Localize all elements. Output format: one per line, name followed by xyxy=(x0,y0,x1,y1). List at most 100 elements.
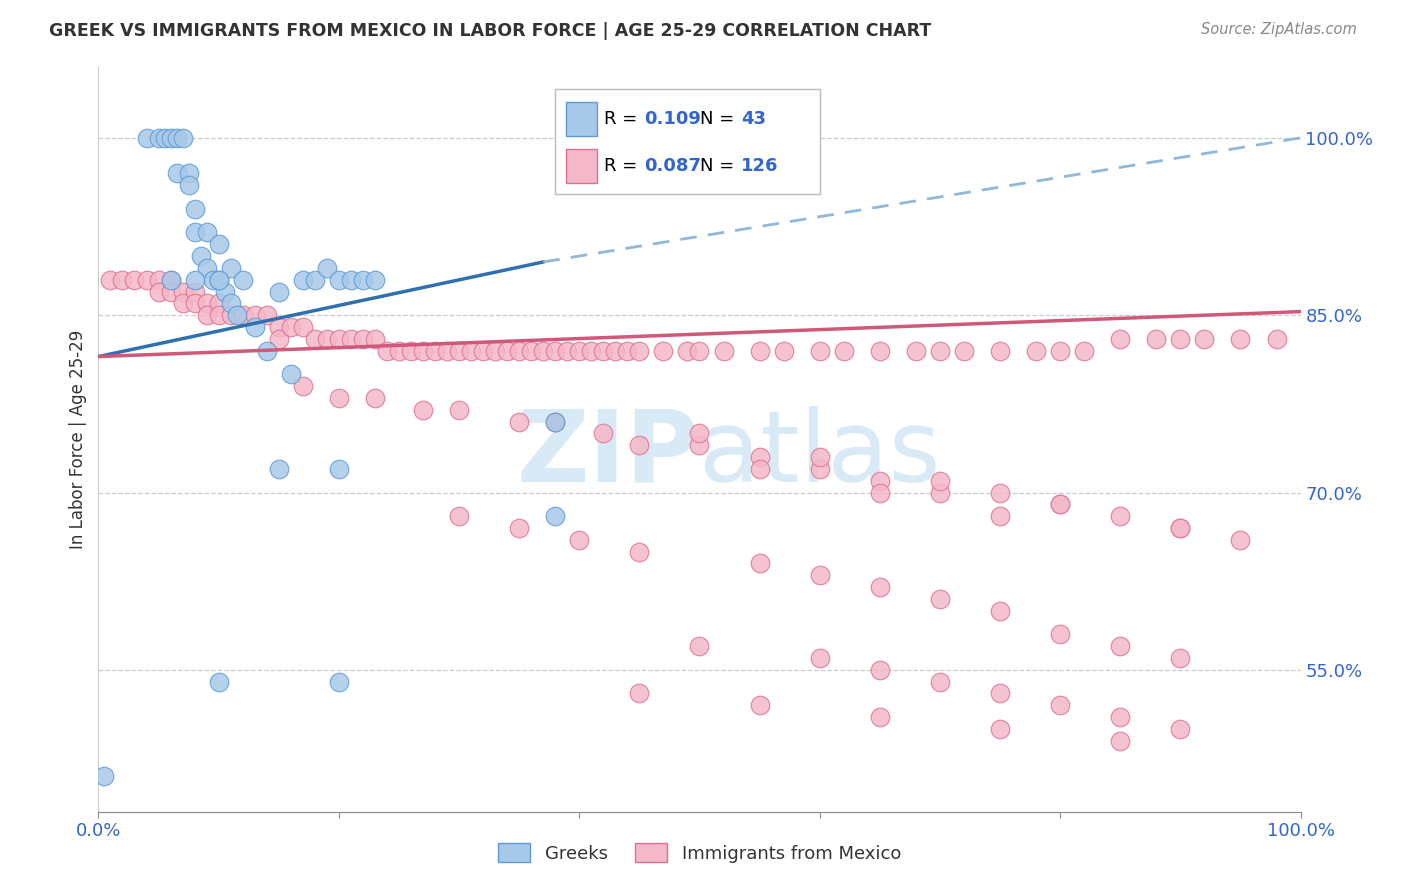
Point xyxy=(291,379,314,393)
Point xyxy=(166,166,188,180)
Text: GREEK VS IMMIGRANTS FROM MEXICO IN LABOR FORCE | AGE 25-29 CORRELATION CHART: GREEK VS IMMIGRANTS FROM MEXICO IN LABOR… xyxy=(49,22,931,40)
Point xyxy=(375,343,398,358)
Y-axis label: In Labor Force | Age 25-29: In Labor Force | Age 25-29 xyxy=(69,330,87,549)
Point xyxy=(628,438,651,452)
Point xyxy=(364,332,387,346)
Text: R =: R = xyxy=(605,111,644,128)
Point xyxy=(256,343,278,358)
Point xyxy=(190,249,212,263)
Point xyxy=(808,343,831,358)
Point xyxy=(616,343,638,358)
Point xyxy=(688,343,710,358)
Point xyxy=(928,474,950,488)
Point xyxy=(291,320,314,334)
Point xyxy=(484,343,506,358)
Point xyxy=(183,273,205,287)
Point xyxy=(592,343,614,358)
Point xyxy=(219,296,242,310)
Point xyxy=(592,426,614,441)
Point xyxy=(688,438,710,452)
Text: N =: N = xyxy=(700,157,734,175)
Point xyxy=(412,343,434,358)
Point xyxy=(508,343,530,358)
Point xyxy=(153,131,176,145)
Point xyxy=(496,343,519,358)
Point xyxy=(208,308,231,322)
Point xyxy=(748,343,770,358)
Point xyxy=(460,343,482,358)
Point xyxy=(1109,332,1132,346)
Point xyxy=(869,580,891,594)
Point xyxy=(953,343,976,358)
Point xyxy=(988,343,1011,358)
Point xyxy=(172,296,194,310)
Point xyxy=(1109,710,1132,724)
Point xyxy=(928,343,950,358)
Point xyxy=(713,343,735,358)
Point xyxy=(928,485,950,500)
Point xyxy=(748,698,770,713)
Point xyxy=(172,285,194,299)
Point xyxy=(111,273,134,287)
Point xyxy=(869,663,891,677)
Point xyxy=(183,226,205,240)
Point xyxy=(135,131,157,145)
Point xyxy=(544,415,567,429)
Point xyxy=(243,320,266,334)
Point xyxy=(1265,332,1288,346)
Point xyxy=(148,131,170,145)
Point xyxy=(652,343,675,358)
Point xyxy=(328,674,350,689)
Point xyxy=(183,296,205,310)
Point xyxy=(208,273,231,287)
Point xyxy=(267,462,290,476)
Point xyxy=(315,332,337,346)
Point xyxy=(508,521,530,535)
Point xyxy=(1144,332,1167,346)
Point xyxy=(748,450,770,464)
Point xyxy=(1170,521,1192,535)
Point xyxy=(280,320,302,334)
Point xyxy=(364,391,387,405)
Point xyxy=(195,296,218,310)
Point xyxy=(808,651,831,665)
Point xyxy=(688,639,710,653)
Point xyxy=(628,686,651,700)
Point xyxy=(1109,509,1132,524)
Point xyxy=(1229,533,1251,547)
Point xyxy=(159,131,181,145)
Point xyxy=(328,391,350,405)
Point xyxy=(328,332,350,346)
Point xyxy=(555,343,578,358)
Point xyxy=(304,273,326,287)
Point xyxy=(869,343,891,358)
Point xyxy=(208,296,231,310)
Point xyxy=(195,260,218,275)
Text: ZIP: ZIP xyxy=(516,406,699,503)
Point xyxy=(232,273,254,287)
Point xyxy=(928,674,950,689)
Point xyxy=(1049,497,1071,511)
Text: Source: ZipAtlas.com: Source: ZipAtlas.com xyxy=(1201,22,1357,37)
Point xyxy=(183,202,205,216)
Point xyxy=(688,426,710,441)
Point xyxy=(1170,722,1192,736)
Point xyxy=(808,568,831,582)
Point xyxy=(628,544,651,558)
Text: 0.087: 0.087 xyxy=(644,157,700,175)
Point xyxy=(183,285,205,299)
Point xyxy=(748,557,770,571)
Point xyxy=(869,485,891,500)
Point xyxy=(172,131,194,145)
Point xyxy=(291,273,314,287)
Point xyxy=(256,308,278,322)
Point xyxy=(388,343,411,358)
Point xyxy=(267,320,290,334)
Point xyxy=(267,285,290,299)
Point xyxy=(1170,651,1192,665)
Point xyxy=(135,273,157,287)
Point xyxy=(219,260,242,275)
Point xyxy=(208,273,231,287)
Point xyxy=(148,285,170,299)
Point xyxy=(988,722,1011,736)
